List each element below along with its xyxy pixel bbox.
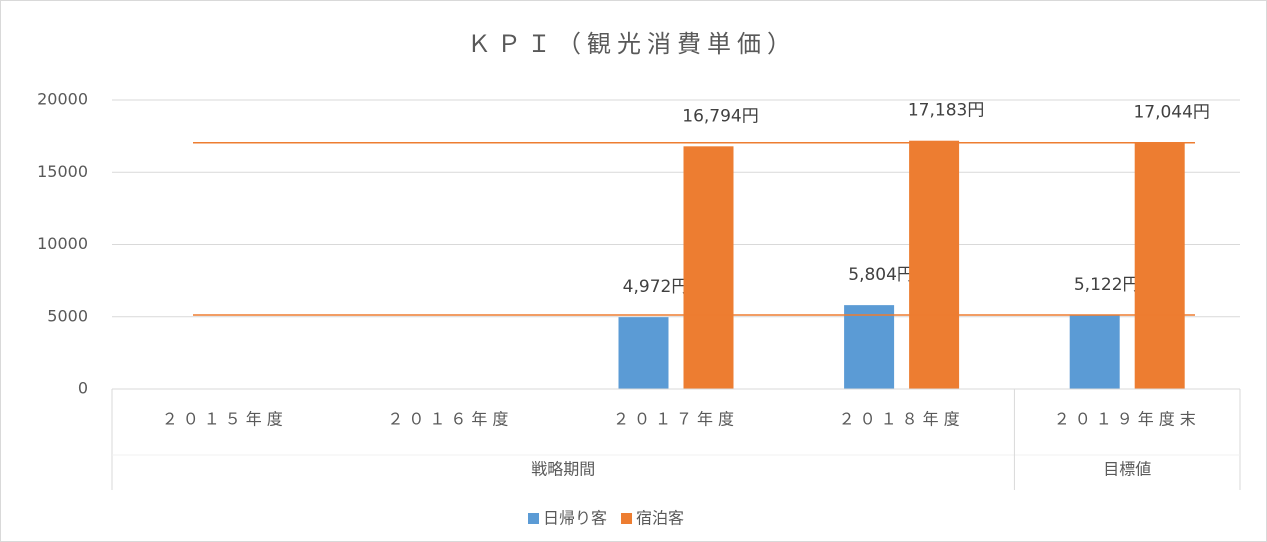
bar	[683, 146, 734, 389]
group-label: 目標値	[1103, 460, 1151, 479]
x-tick-label: ２０１９年度末	[1054, 410, 1201, 429]
chart-title: ＫＰＩ（観光消費単価）	[467, 30, 797, 58]
y-tick-label: 0	[78, 379, 88, 398]
x-tick-label: ２０１７年度	[613, 410, 739, 429]
legend-label: 宿泊客	[636, 509, 684, 528]
bar	[909, 140, 960, 389]
y-tick-label: 10000	[37, 234, 88, 253]
data-label: 16,794円	[682, 106, 758, 126]
y-tick-label: 15000	[37, 162, 88, 181]
legend-swatch	[621, 513, 633, 524]
y-tick-label: 20000	[37, 90, 88, 109]
x-tick-label: ２０１８年度	[839, 410, 965, 429]
data-label: 17,044円	[1133, 103, 1209, 123]
bar	[1069, 314, 1120, 389]
legend-label: 日帰り客	[543, 509, 607, 528]
bar	[1134, 142, 1185, 389]
group-label: 戦略期間	[531, 460, 595, 479]
data-label: 5,804円	[848, 265, 914, 285]
data-label: 17,183円	[908, 101, 984, 121]
legend-swatch	[528, 513, 539, 524]
bar	[844, 305, 895, 389]
x-tick-label: ２０１５年度	[162, 410, 288, 429]
data-label: 4,972円	[623, 277, 689, 297]
y-tick-label: 5000	[47, 306, 88, 325]
bar	[618, 317, 669, 389]
data-label: 5,122円	[1074, 275, 1140, 295]
x-tick-label: ２０１６年度	[387, 410, 513, 429]
